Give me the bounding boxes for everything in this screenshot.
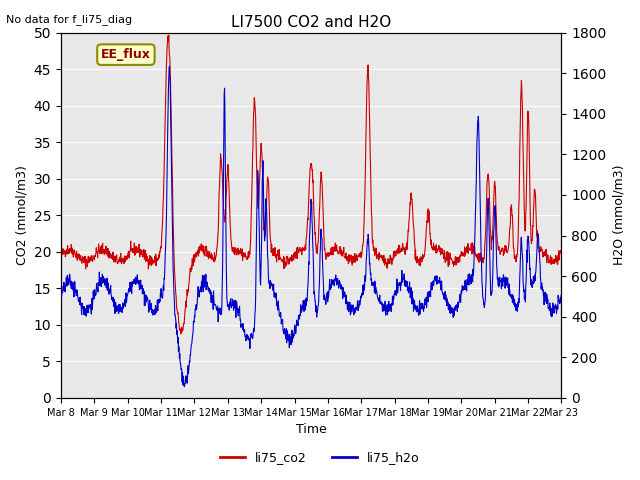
Y-axis label: CO2 (mmol/m3): CO2 (mmol/m3) [15, 165, 28, 265]
Title: LI7500 CO2 and H2O: LI7500 CO2 and H2O [231, 15, 391, 30]
Text: EE_flux: EE_flux [101, 48, 151, 61]
Text: No data for f_li75_diag: No data for f_li75_diag [6, 14, 132, 25]
X-axis label: Time: Time [296, 423, 326, 436]
Y-axis label: H2O (mmol/m3): H2O (mmol/m3) [612, 165, 625, 265]
Legend: li75_co2, li75_h2o: li75_co2, li75_h2o [215, 446, 425, 469]
